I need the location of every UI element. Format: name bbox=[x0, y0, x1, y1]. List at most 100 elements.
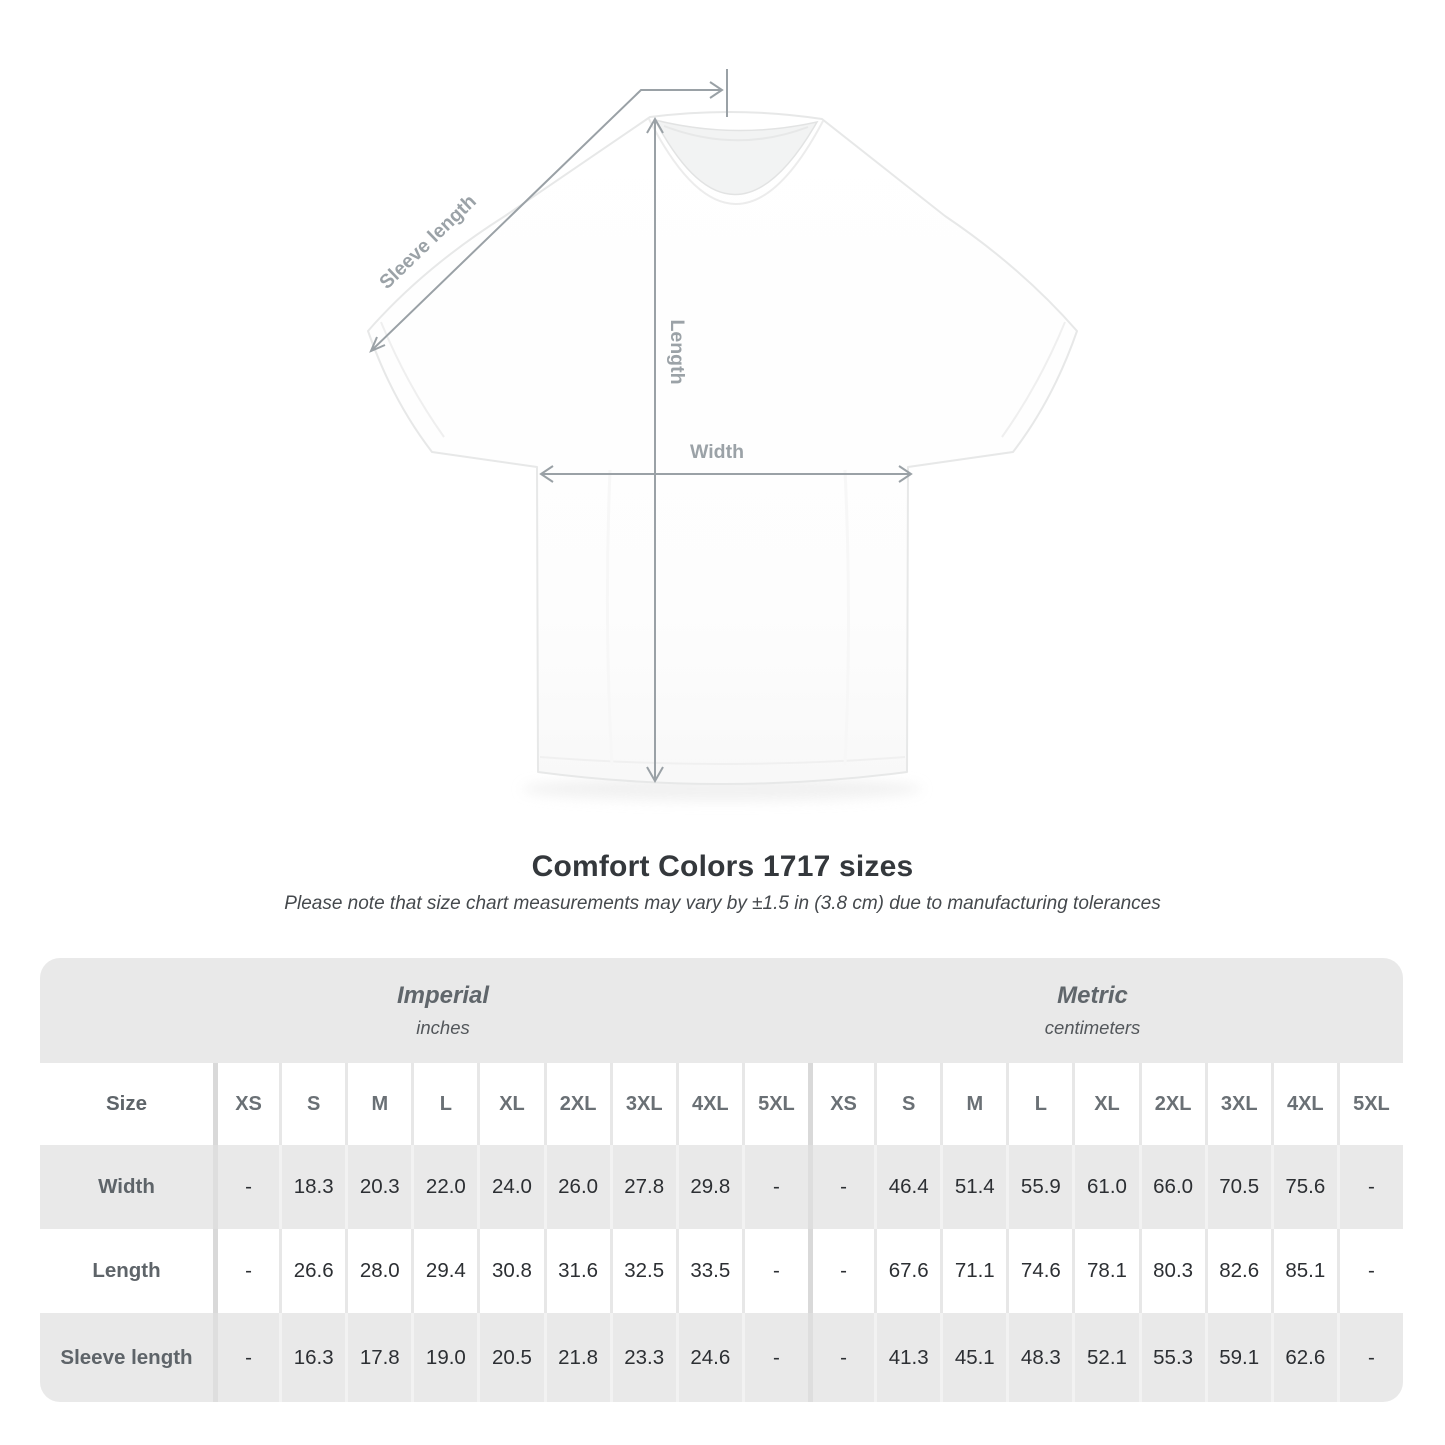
table-cell: - bbox=[1336, 1145, 1403, 1229]
table-cell: 17.8 bbox=[345, 1313, 411, 1402]
table-cell: 20.5 bbox=[477, 1313, 543, 1402]
row-label: Length bbox=[92, 1259, 161, 1282]
table-row-length: Length -26.6 28.0 29.4 30.8 31.6 32.5 33.5- -67.… bbox=[40, 1229, 1403, 1313]
table-cell: 41.3 bbox=[874, 1313, 940, 1402]
metric-section-header: Metric centimeters bbox=[808, 958, 1403, 1063]
table-cell: 28.0 bbox=[345, 1229, 411, 1313]
table-cell: 62.6 bbox=[1270, 1313, 1337, 1402]
column-header-imperial-m: M bbox=[345, 1063, 411, 1145]
table-cell: 46.4 bbox=[874, 1145, 940, 1229]
table-cell: 70.5 bbox=[1204, 1145, 1271, 1229]
tolerance-note: Please note that size chart measurements… bbox=[284, 893, 1161, 914]
table-cell: 85.1 bbox=[1270, 1229, 1337, 1313]
column-header-metric-m: M bbox=[940, 1063, 1006, 1145]
table-cell: 71.1 bbox=[940, 1229, 1006, 1313]
table-cell: 55.3 bbox=[1138, 1313, 1205, 1402]
column-header-metric-xs: XS bbox=[808, 1063, 874, 1145]
column-header-imperial-3xl: 3XL bbox=[609, 1063, 676, 1145]
column-header-metric-s: S bbox=[874, 1063, 940, 1145]
column-header-metric-4xl: 4XL bbox=[1270, 1063, 1337, 1145]
width-label: Width bbox=[690, 441, 744, 463]
imperial-title: Imperial bbox=[396, 982, 490, 1009]
tshirt-measurement-diagram: Sleeve length Length Width bbox=[367, 69, 1078, 801]
table-cell: 51.4 bbox=[940, 1145, 1006, 1229]
imperial-section-header: Imperial inches bbox=[40, 958, 808, 1063]
size-chart-table: Imperial inches Metric centimeters Size X… bbox=[40, 958, 1403, 1402]
column-header-imperial-2xl: 2XL bbox=[543, 1063, 610, 1145]
column-header-imperial-4xl: 4XL bbox=[675, 1063, 742, 1145]
sleeve-length-arrow bbox=[369, 81, 724, 353]
table-cell: - bbox=[213, 1145, 279, 1229]
metric-title: Metric bbox=[1057, 982, 1128, 1009]
table-cell: 52.1 bbox=[1072, 1313, 1138, 1402]
table-cell: 32.5 bbox=[609, 1229, 676, 1313]
column-header-metric-xl: XL bbox=[1072, 1063, 1138, 1145]
row-label: Sleeve length bbox=[60, 1345, 193, 1369]
table-cell: 16.3 bbox=[279, 1313, 345, 1402]
table-cell: - bbox=[213, 1313, 279, 1402]
page-title: Comfort Colors 1717 sizes bbox=[531, 850, 914, 883]
table-cell: - bbox=[741, 1145, 808, 1229]
size-header-row: Size XS S M L XL 2XL 3XL 4XL 5XL XS S M L XL 2XL 3XL 4XL 5… bbox=[40, 1063, 1403, 1145]
table-cell: - bbox=[808, 1229, 874, 1313]
table-cell: 66.0 bbox=[1138, 1145, 1205, 1229]
table-cell: - bbox=[1336, 1313, 1403, 1402]
table-cell: 61.0 bbox=[1072, 1145, 1138, 1229]
table-cell: 78.1 bbox=[1072, 1229, 1138, 1313]
table-body: Width -18.3 20.3 22.0 24.0 26.0 27.8 29.8- -46.4… bbox=[40, 1145, 1403, 1402]
table-cell: 33.5 bbox=[675, 1229, 742, 1313]
length-arrow bbox=[646, 116, 664, 784]
table-cell: 18.3 bbox=[279, 1145, 345, 1229]
column-header-metric-2xl: 2XL bbox=[1138, 1063, 1205, 1145]
table-cell: 55.9 bbox=[1006, 1145, 1072, 1229]
table-cell: 27.8 bbox=[609, 1145, 676, 1229]
collar-opening bbox=[653, 118, 819, 196]
column-header-imperial-5xl: 5XL bbox=[741, 1063, 808, 1145]
table-cell: 26.6 bbox=[279, 1229, 345, 1313]
table-cell: 74.6 bbox=[1006, 1229, 1072, 1313]
table-cell: 67.6 bbox=[874, 1229, 940, 1313]
table-cell: 80.3 bbox=[1138, 1229, 1205, 1313]
table-cell: - bbox=[808, 1313, 874, 1402]
table-cell: 23.3 bbox=[609, 1313, 676, 1402]
column-header-imperial-s: S bbox=[279, 1063, 345, 1145]
table-cell: 30.8 bbox=[477, 1229, 543, 1313]
metric-units: centimeters bbox=[1044, 1017, 1141, 1038]
table-cell: 45.1 bbox=[940, 1313, 1006, 1402]
imperial-units: inches bbox=[416, 1017, 470, 1038]
table-cell: - bbox=[741, 1313, 808, 1402]
table-cell: 29.8 bbox=[675, 1145, 742, 1229]
row-label: Width bbox=[98, 1175, 155, 1198]
column-header-imperial-xl: XL bbox=[477, 1063, 543, 1145]
table-cell: - bbox=[808, 1145, 874, 1229]
column-header-imperial-xs: XS bbox=[213, 1063, 279, 1145]
table-row-width: Width -18.3 20.3 22.0 24.0 26.0 27.8 29.8- -46.4… bbox=[40, 1145, 1403, 1229]
table-cell: 24.6 bbox=[675, 1313, 742, 1402]
table-cell: 21.8 bbox=[543, 1313, 610, 1402]
table-cell: 82.6 bbox=[1204, 1229, 1271, 1313]
column-header-metric-l: L bbox=[1006, 1063, 1072, 1145]
table-cell: 24.0 bbox=[477, 1145, 543, 1229]
table-cell: 31.6 bbox=[543, 1229, 610, 1313]
tshirt-graphic bbox=[367, 110, 1078, 785]
shirt-shadow bbox=[522, 777, 922, 801]
table-cell: 26.0 bbox=[543, 1145, 610, 1229]
table-cell: 20.3 bbox=[345, 1145, 411, 1229]
table-header-band: Imperial inches Metric centimeters bbox=[40, 958, 1403, 1063]
column-header-metric-3xl: 3XL bbox=[1204, 1063, 1271, 1145]
table-cell: 22.0 bbox=[411, 1145, 477, 1229]
column-header-imperial-l: L bbox=[411, 1063, 477, 1145]
table-row-sleeve-length: Sleeve length -16.3 17.8 19.0 20.5 21.8 23.3 24… bbox=[40, 1313, 1403, 1402]
table-cell: 75.6 bbox=[1270, 1145, 1337, 1229]
table-cell: 48.3 bbox=[1006, 1313, 1072, 1402]
table-cell: - bbox=[1336, 1229, 1403, 1313]
table-cell: - bbox=[213, 1229, 279, 1313]
column-header-metric-5xl: 5XL bbox=[1336, 1063, 1403, 1145]
width-arrow bbox=[539, 465, 913, 483]
table-cell: 59.1 bbox=[1204, 1313, 1271, 1402]
table-cell: - bbox=[741, 1229, 808, 1313]
table-cell: 29.4 bbox=[411, 1229, 477, 1313]
length-label: Length bbox=[666, 320, 688, 385]
size-column-label: Size bbox=[105, 1092, 148, 1115]
table-cell: 19.0 bbox=[411, 1313, 477, 1402]
